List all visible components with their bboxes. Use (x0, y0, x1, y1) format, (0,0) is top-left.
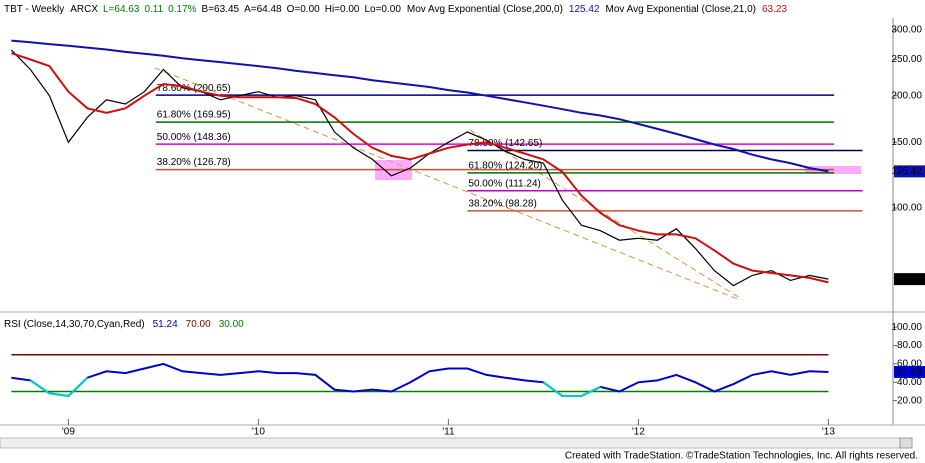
rsi-header: RSI (Close,14,30,70,Cyan,Red) 51.24 70.00 3… (4, 319, 244, 330)
rsi-title: RSI (Close,14,30,70,Cyan,Red) (4, 319, 145, 330)
y-tick-label: 60.00 (897, 359, 922, 370)
study-value: 125.42 (569, 4, 600, 15)
x-tick-label: '13 (822, 427, 835, 438)
y-tick-label: 20.00 (897, 395, 922, 406)
value-box (894, 273, 925, 286)
symbol: TBT - Weekly (4, 4, 64, 15)
y-tick-label: 40.00 (897, 377, 922, 388)
quote: B=63.45 (202, 4, 240, 15)
rsi-oversold-segment (49, 392, 69, 398)
x-tick-label: '11 (442, 427, 455, 438)
rsi-oversold-segment (542, 381, 563, 397)
value-box-label: 125.42 (891, 166, 922, 177)
rsi-oversold-segment (29, 379, 50, 395)
value-box-label: 51.24 (897, 367, 922, 378)
x-tick-label: '12 (632, 427, 645, 438)
y-tick-label: 200.00 (891, 90, 922, 101)
y-tick-label: 300.00 (891, 25, 922, 36)
exchange: ARCX (70, 4, 98, 15)
study-name: Mov Avg Exponential (Close,21,0) (606, 4, 756, 15)
value-box (894, 365, 925, 378)
y-tick-label: 80.00 (897, 340, 922, 351)
y-tick-label: 250.00 (891, 54, 922, 65)
quote: O=0.00 (287, 4, 321, 15)
rsi-level-value: 30.00 (219, 319, 244, 330)
y-tick-label: 100.00 (891, 322, 922, 333)
rsi-value: 51.24 (153, 319, 178, 330)
fib-label: 38.20% (98.28) (468, 199, 536, 210)
quote: L=64.63 (103, 4, 140, 15)
rsi-level-value: 70.00 (186, 319, 211, 330)
series-line (11, 39, 829, 173)
fib-label: 38.20% (126.78) (157, 157, 231, 168)
trend-line (154, 67, 741, 301)
fib-label: 50.00% (148.36) (157, 132, 231, 143)
footer: Created with TradeStation. ©TradeStation… (565, 451, 918, 462)
quote: A=64.48 (244, 4, 282, 15)
quote: Hi=0.00 (325, 4, 360, 15)
fib-label: 78.60% (142.65) (468, 138, 542, 149)
series-line (11, 52, 829, 284)
scroll-arrow[interactable] (899, 437, 913, 449)
rsi-oversold-segment (67, 376, 89, 397)
fib-label: 61.80% (169.95) (157, 110, 231, 121)
header: TBT - Weekly ARCX L=64.63 0.11 0.17% B=63.45 A… (4, 4, 787, 15)
series-line (10, 49, 829, 287)
fib-label: 78.60% (200.65) (157, 83, 231, 94)
study-value: 63.23 (762, 4, 787, 15)
quote: Lo=0.00 (364, 4, 401, 15)
fib-label: 61.80% (124.20) (468, 161, 542, 172)
series-line (11, 362, 829, 398)
quote: 0.11 (144, 4, 163, 15)
quote: 0.17% (168, 4, 196, 15)
value-box (894, 165, 925, 178)
value-box-label: 64.52 (897, 274, 922, 285)
scrollbar[interactable] (0, 437, 913, 449)
y-tick-label: 100.00 (891, 203, 922, 214)
study-name: Mov Avg Exponential (Close,200,0) (407, 4, 563, 15)
rsi-oversold-segment (580, 385, 601, 397)
fib-label: 50.00% (111.24) (468, 178, 540, 189)
x-tick-label: '09 (62, 427, 75, 438)
x-tick-label: '10 (252, 427, 265, 438)
trend-line (469, 129, 741, 299)
y-tick-label: 150.00 (891, 137, 922, 148)
